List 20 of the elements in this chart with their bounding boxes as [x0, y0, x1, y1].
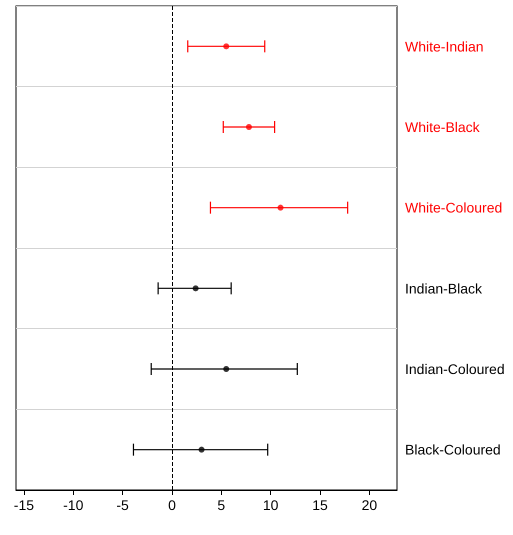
x-tick-label: -10 [63, 497, 84, 513]
point [223, 366, 230, 372]
point [198, 446, 205, 453]
x-tick-label: -5 [116, 497, 130, 513]
y-tick-label: Indian-Black [405, 280, 484, 296]
x-tick-label: 15 [312, 497, 328, 513]
y-tick-label: Black-Coloured [405, 442, 501, 458]
x-tick-label: 5 [217, 497, 226, 513]
point [192, 285, 199, 292]
x-tick-label: 10 [262, 497, 279, 513]
y-tick-label: White-Coloured [405, 200, 502, 216]
point [223, 43, 230, 50]
y-tick-label: White-Black [405, 119, 481, 135]
x-tick-label: 20 [362, 497, 378, 513]
x-tick-label: -15 [14, 497, 34, 513]
point [246, 124, 252, 130]
y-tick-label: White-Indian [405, 38, 484, 54]
x-tick-label: 0 [168, 497, 176, 513]
point [278, 204, 284, 211]
y-tick-label: Indian-Coloured [405, 361, 505, 377]
